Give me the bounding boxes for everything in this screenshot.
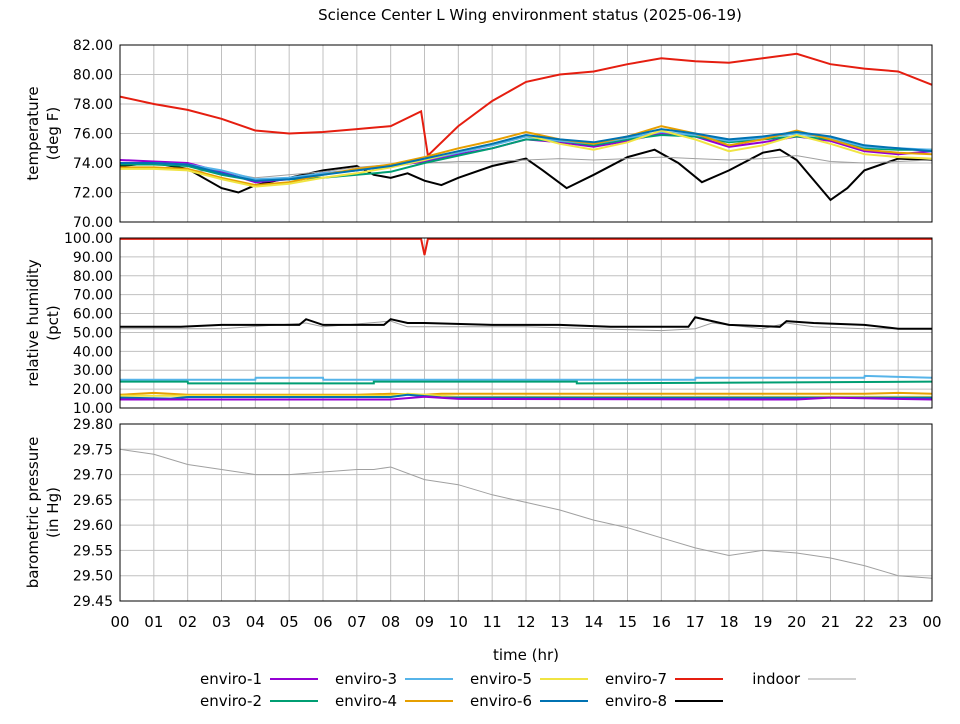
series-enviro-2 — [120, 380, 933, 385]
panel-1: 10.00 20.00 30.00 40.00 50.00 60.00 70.00 80.00… — [24, 231, 933, 417]
y-tick-label: 29.55 — [73, 543, 113, 559]
panel-border — [119, 423, 933, 602]
series-enviro-4 — [119, 391, 933, 396]
y-tick-label: 90.00 — [73, 250, 113, 266]
y-tick-label: 29.50 — [73, 569, 113, 585]
x-tick-label: 00 — [110, 613, 129, 631]
series-enviro-4 — [120, 125, 933, 187]
x-tick-label: 23 — [889, 613, 908, 631]
panel-2: 29.45 29.50 29.55 29.60 29.65 29.70 29.75 29.80… — [24, 417, 933, 610]
x-tick-label: 14 — [584, 613, 603, 631]
x-tick-label: 04 — [246, 613, 265, 631]
legend-label: enviro-8 — [605, 692, 667, 710]
y-tick-label: 29.70 — [73, 468, 113, 484]
y-tick-label: 76.00 — [73, 127, 113, 143]
y-tick-label: 60.00 — [73, 307, 113, 323]
x-tick-label: 03 — [212, 613, 231, 631]
legend-label: enviro-7 — [605, 670, 667, 688]
x-tick-label: 15 — [618, 613, 637, 631]
series-enviro-7 — [119, 52, 933, 158]
legend-label: enviro-4 — [335, 692, 397, 710]
y-axis-label: (in Hg) — [44, 487, 62, 538]
y-tick-label: 80.00 — [73, 68, 113, 84]
x-tick-label: 16 — [652, 613, 671, 631]
legend-label: indoor — [752, 670, 801, 688]
y-axis-label: (deg F) — [44, 107, 62, 160]
series-indoor — [120, 155, 933, 179]
y-tick-label: 29.65 — [73, 493, 113, 509]
x-tick-label: 12 — [516, 613, 535, 631]
x-tick-label: 19 — [753, 613, 772, 631]
y-tick-label: 100.00 — [64, 231, 113, 247]
y-tick-label: 29.75 — [73, 442, 113, 458]
y-tick-label: 78.00 — [73, 97, 113, 113]
x-tick-label: 20 — [787, 613, 806, 631]
y-tick-label: 29.60 — [73, 518, 113, 534]
chart-title: Science Center L Wing environment status… — [318, 6, 742, 24]
x-tick-label: 13 — [550, 613, 569, 631]
x-tick-label: 00 — [922, 613, 941, 631]
legend-label: enviro-5 — [470, 670, 532, 688]
series-enviro-1 — [120, 395, 933, 401]
series-enviro-6 — [119, 393, 932, 400]
series-enviro-3 — [120, 130, 933, 181]
y-tick-label: 50.00 — [73, 325, 113, 341]
y-axis-label: barometric pressure — [24, 437, 42, 589]
x-tick-label: 09 — [415, 613, 434, 631]
legend-label: enviro-3 — [335, 670, 397, 688]
y-tick-label: 20.00 — [73, 382, 113, 398]
legend-label: enviro-2 — [200, 692, 262, 710]
y-tick-label: 30.00 — [73, 363, 113, 379]
panel-border — [119, 237, 933, 409]
x-tick-label: 02 — [178, 613, 197, 631]
series-enviro-6 — [120, 128, 933, 182]
x-tick-label: 21 — [821, 613, 840, 631]
series-indoor — [120, 320, 932, 332]
series-indoor — [119, 448, 933, 579]
x-tick-label: 11 — [483, 613, 502, 631]
y-tick-label: 40.00 — [73, 344, 113, 360]
legend-label: enviro-6 — [470, 692, 532, 710]
x-tick-label: 17 — [686, 613, 705, 631]
y-tick-label: 70.00 — [73, 288, 113, 304]
x-axis-label: time (hr) — [493, 646, 559, 664]
legend-label: enviro-1 — [200, 670, 262, 688]
series-enviro-3 — [120, 374, 933, 381]
x-tick-label: 22 — [855, 613, 874, 631]
y-tick-label: 10.00 — [73, 401, 113, 417]
y-axis-label: temperature — [24, 86, 42, 180]
x-tick-label: 01 — [144, 613, 163, 631]
y-tick-label: 70.00 — [73, 215, 113, 231]
panel-border — [119, 44, 933, 223]
y-tick-label: 29.45 — [73, 594, 113, 610]
x-tick-label: 05 — [280, 613, 299, 631]
series-enviro-7 — [120, 237, 932, 256]
y-axis-label: relative humidity — [24, 259, 42, 387]
panel-0: 70.00 72.00 74.00 76.00 78.00 80.00 82.00 tempe… — [24, 38, 933, 231]
y-tick-label: 82.00 — [73, 38, 113, 54]
y-tick-label: 80.00 — [73, 269, 113, 285]
series-enviro-8 — [120, 316, 932, 330]
x-tick-label: 10 — [449, 613, 468, 631]
y-tick-label: 74.00 — [73, 156, 113, 172]
y-tick-label: 29.80 — [73, 417, 113, 433]
y-tick-label: 72.00 — [73, 186, 113, 202]
x-tick-label: 07 — [347, 613, 366, 631]
x-tick-label: 08 — [381, 613, 400, 631]
y-axis-label: (pct) — [44, 305, 62, 340]
x-tick-label: 18 — [719, 613, 738, 631]
x-tick-label: 06 — [313, 613, 332, 631]
